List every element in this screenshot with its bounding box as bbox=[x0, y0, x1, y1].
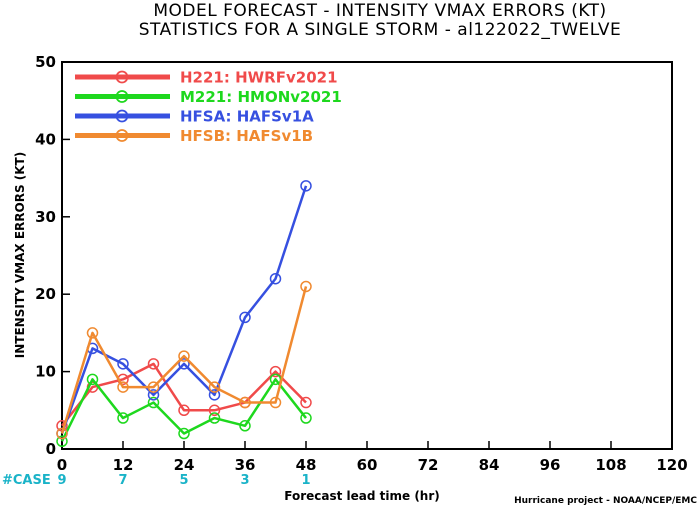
series-lines bbox=[56, 180, 312, 448]
y-tick-label: 10 bbox=[35, 363, 56, 381]
x-axis: 0 12 24 36 48 60 72 84 96 108 120 bbox=[57, 441, 688, 474]
x-tick-label: 24 bbox=[174, 456, 195, 474]
data-point-m221 bbox=[147, 396, 160, 409]
x-tick-label: 96 bbox=[540, 456, 561, 474]
x-tick-label: 36 bbox=[235, 456, 256, 474]
data-point-h221 bbox=[178, 404, 190, 417]
y-tick-label: 0 bbox=[46, 440, 56, 458]
legend-marker bbox=[115, 70, 129, 84]
x-tick-label: 84 bbox=[479, 456, 500, 474]
x-tick-label: 60 bbox=[357, 456, 378, 474]
chart-title: MODEL FORECAST - INTENSITY VMAX ERRORS (… bbox=[153, 1, 606, 21]
case-count: 5 bbox=[179, 473, 188, 488]
data-point-hfsa bbox=[147, 389, 160, 401]
chart-subtitle: STATISTICS FOR A SINGLE STORM - al122022… bbox=[139, 20, 621, 40]
data-point-h221 bbox=[300, 396, 312, 409]
series-line-hfsb bbox=[60, 286, 308, 434]
x-axis-label: Forecast lead time (hr) bbox=[284, 489, 440, 503]
data-point-hfsb bbox=[269, 396, 282, 409]
x-tick-label: 0 bbox=[57, 456, 67, 474]
data-point-h221 bbox=[269, 365, 282, 378]
x-tick-label: 72 bbox=[418, 456, 439, 474]
legend-entry: HFSA: HAFSv1A bbox=[180, 108, 314, 126]
y-tick-label: 30 bbox=[35, 208, 56, 226]
y-axis: 0 10 20 30 40 50 bbox=[35, 53, 70, 458]
data-point-hfsb bbox=[208, 381, 221, 393]
data-point-m221 bbox=[56, 435, 68, 448]
legend-marker bbox=[115, 90, 129, 103]
data-point-hfsa bbox=[178, 358, 190, 370]
y-tick-label: 40 bbox=[35, 130, 56, 148]
data-point-hfsa bbox=[239, 311, 251, 324]
case-count: 7 bbox=[118, 473, 127, 488]
data-point-m221 bbox=[208, 412, 221, 424]
legend-entry: H221: HWRFv2021 bbox=[180, 69, 338, 87]
data-point-m221 bbox=[86, 373, 99, 386]
case-count: 3 bbox=[240, 473, 249, 488]
x-tick-label: 108 bbox=[595, 456, 626, 474]
data-point-m221 bbox=[117, 412, 129, 424]
data-point-hfsa bbox=[300, 180, 312, 192]
case-label: #CASE bbox=[2, 473, 51, 488]
data-point-hfsa bbox=[117, 358, 129, 370]
data-point-hfsa bbox=[208, 389, 221, 401]
data-point-h221 bbox=[208, 404, 221, 417]
legend-marker bbox=[115, 109, 129, 123]
case-count: 1 bbox=[301, 473, 310, 488]
legend-marker bbox=[115, 129, 129, 142]
data-point-h221 bbox=[147, 358, 160, 370]
legend-entry: M221: HMONv2021 bbox=[180, 88, 342, 106]
series-line-hfsa bbox=[60, 185, 308, 434]
y-axis-label: INTENSITY VMAX ERRORS (KT) bbox=[13, 152, 27, 358]
data-point-hfsb bbox=[86, 327, 99, 339]
data-point-hfsb bbox=[117, 381, 129, 393]
y-tick-label: 50 bbox=[35, 53, 56, 71]
x-tick-label: 12 bbox=[113, 456, 134, 474]
data-point-hfsb bbox=[147, 381, 160, 393]
data-point-m221 bbox=[178, 427, 190, 440]
data-point-m221 bbox=[300, 412, 312, 424]
x-tick-label: 48 bbox=[296, 456, 317, 474]
series-line-m221 bbox=[60, 378, 307, 442]
x-tick-label: 120 bbox=[656, 456, 687, 474]
data-point-hfsb bbox=[178, 350, 190, 362]
credit-text: Hurricane project - NOAA/NCEP/EMC bbox=[514, 496, 697, 506]
case-counts: #CASE 9 7 5 3 1 bbox=[2, 473, 311, 488]
data-point-hfsb bbox=[239, 396, 251, 409]
data-point-m221 bbox=[239, 420, 251, 432]
data-point-hfsb bbox=[300, 280, 312, 293]
data-point-hfsa bbox=[269, 272, 282, 285]
series-line-h221 bbox=[61, 362, 307, 427]
legend-entry: HFSB: HAFSv1B bbox=[180, 127, 313, 145]
y-tick-label: 20 bbox=[35, 285, 56, 303]
data-point-hfsb bbox=[56, 427, 68, 440]
plot-frame bbox=[61, 61, 673, 450]
case-count: 9 bbox=[57, 473, 66, 488]
